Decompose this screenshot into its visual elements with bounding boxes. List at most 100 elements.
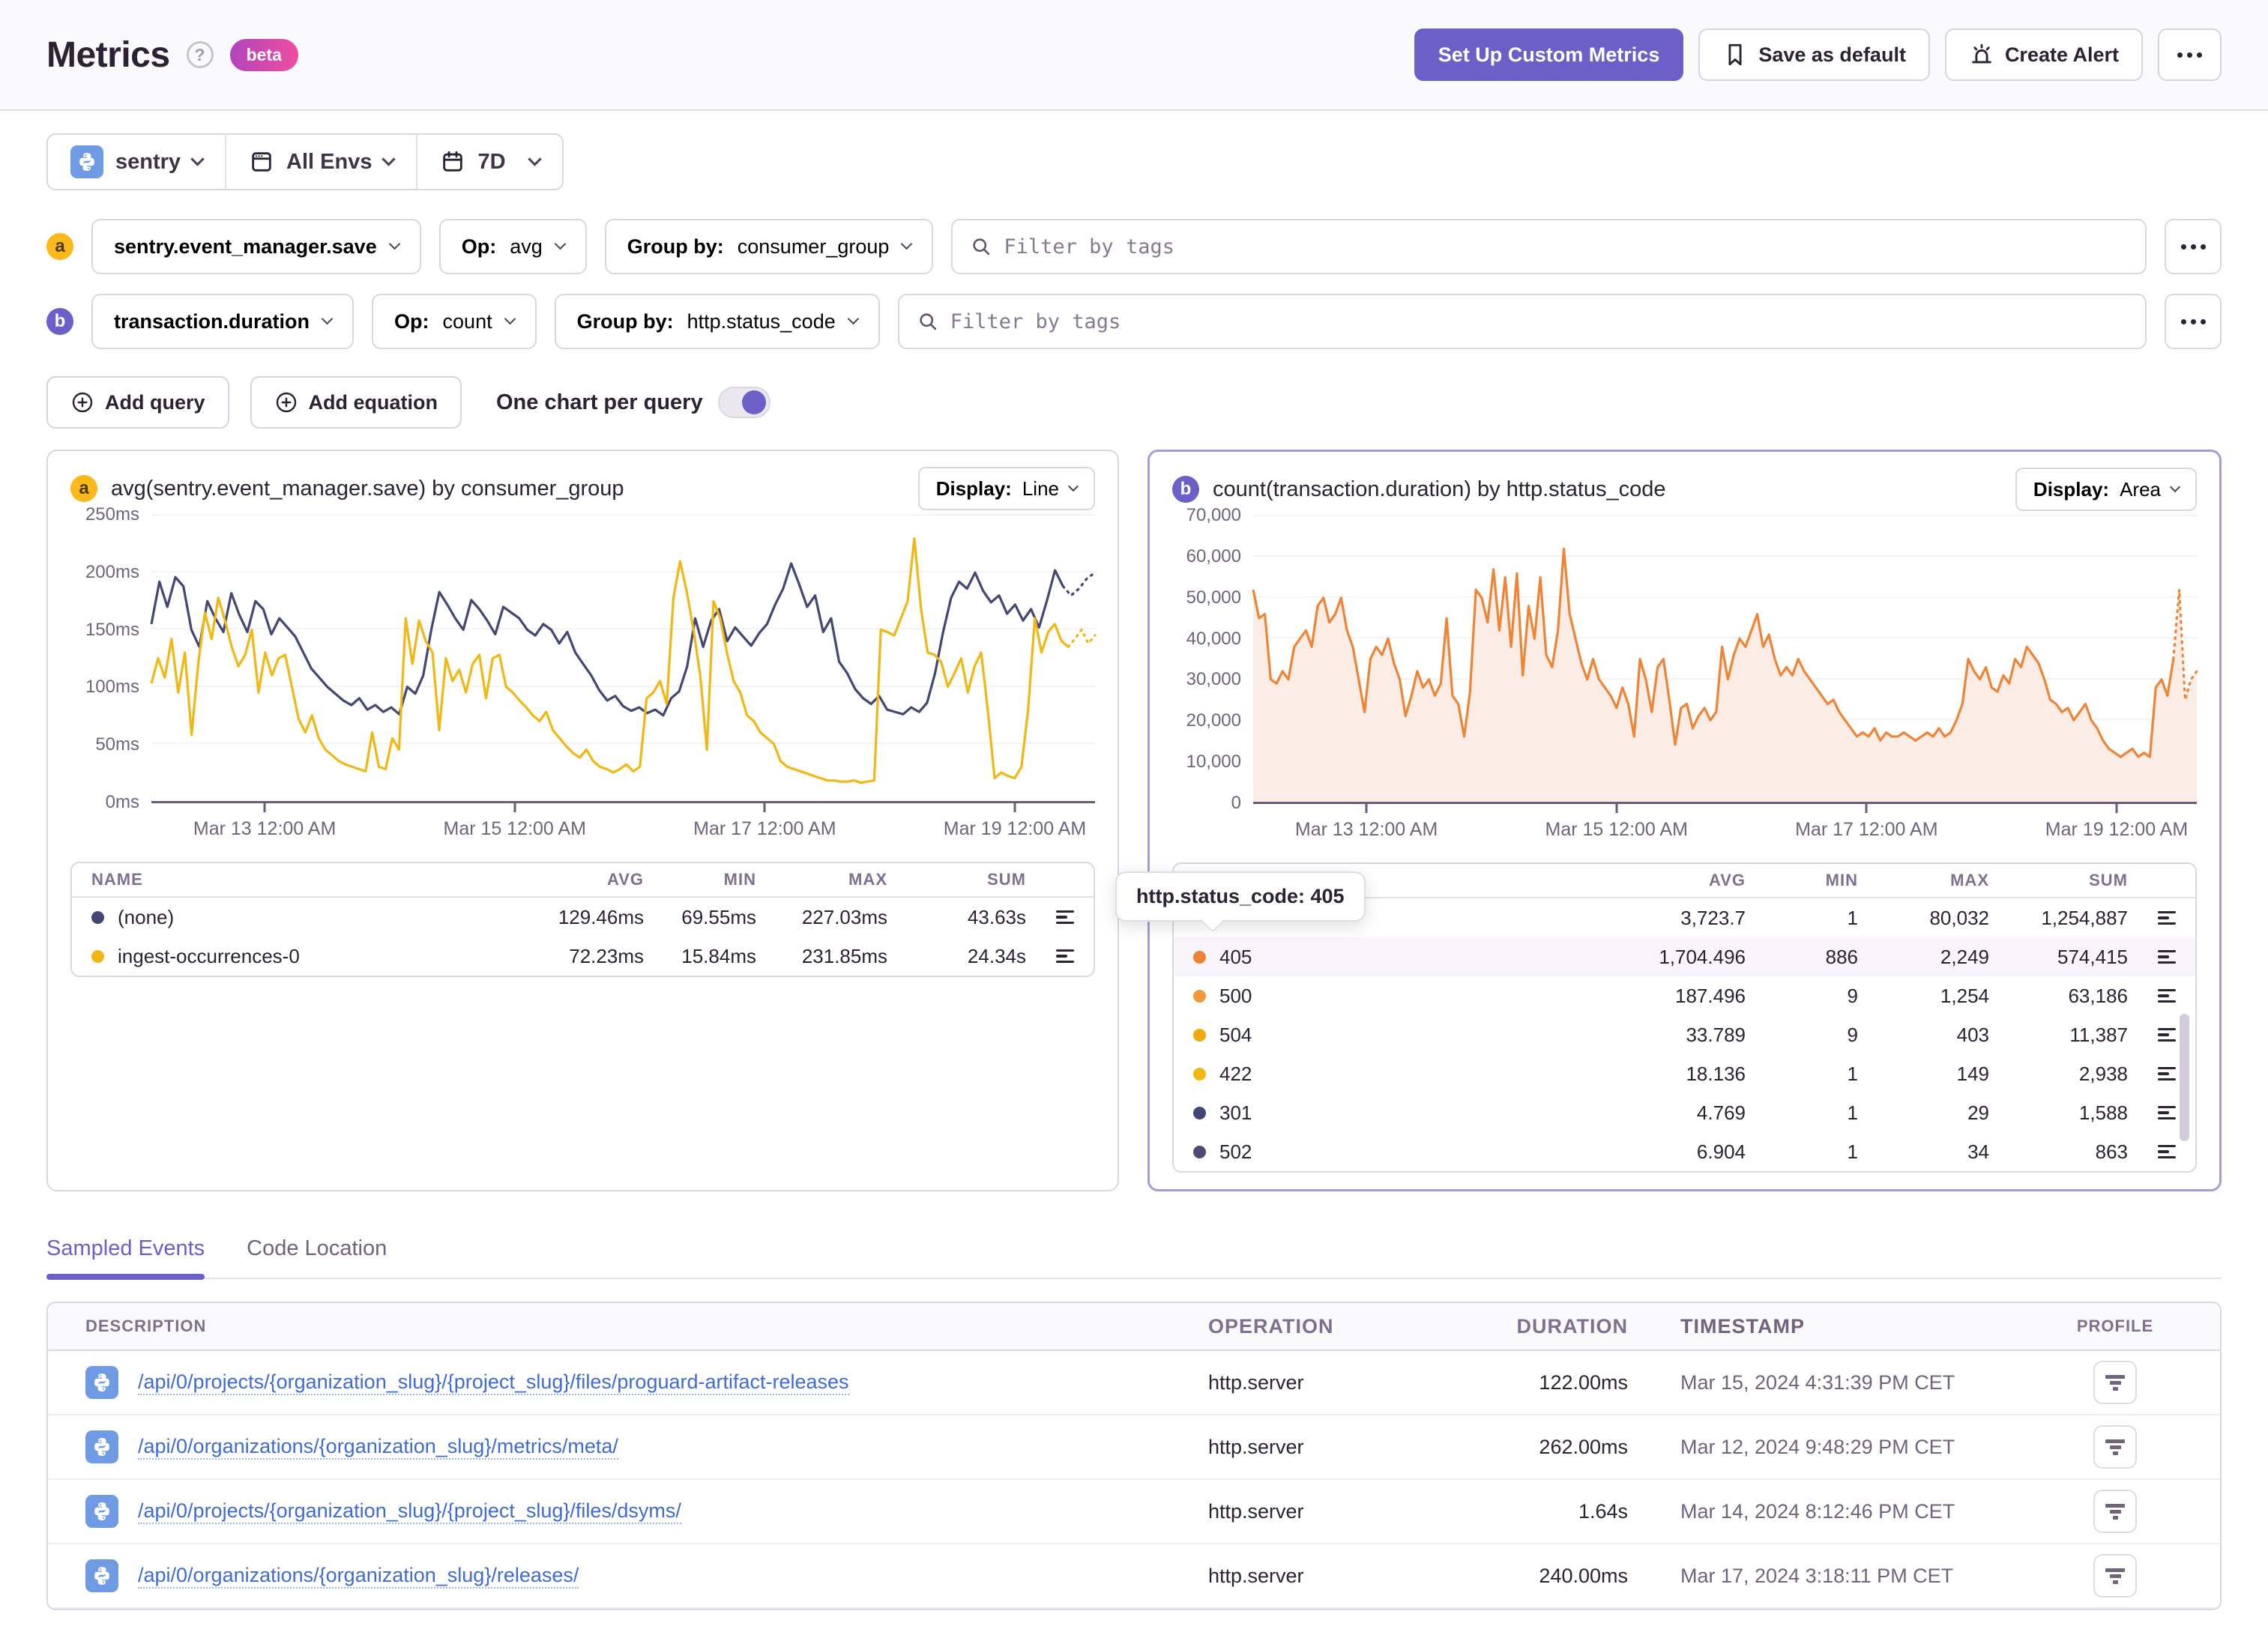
- one-chart-per-query-label: One chart per query: [496, 390, 703, 414]
- tab-code-location[interactable]: Code Location: [247, 1236, 387, 1260]
- display-select-b[interactable]: Display: Area: [2015, 468, 2197, 511]
- python-project-icon: [85, 1430, 118, 1463]
- groupby-select-a[interactable]: Group by: consumer_group: [604, 219, 934, 274]
- query-more-button-a[interactable]: [2165, 219, 2222, 274]
- event-description-link[interactable]: /api/0/projects/{organization_slug}/{pro…: [138, 1370, 849, 1395]
- event-timestamp: Mar 15, 2024 4:31:39 PM CET: [1680, 1370, 1955, 1394]
- table-scrollbar-thumb[interactable]: [2180, 1014, 2189, 1141]
- series-row[interactable]: (none) 129.46ms 69.55ms 227.03ms 43.63s: [72, 898, 1094, 937]
- tag-filter-input-b[interactable]: [950, 309, 2127, 333]
- project-selector[interactable]: sentry: [48, 135, 225, 189]
- flamegraph-icon: [2105, 1439, 2125, 1443]
- bookmark-icon: [1728, 43, 1742, 66]
- event-description-link[interactable]: /api/0/organizations/{organization_slug}…: [138, 1435, 618, 1460]
- series-row[interactable]: ingest-occurrences-0 72.23ms 15.84ms 231…: [72, 937, 1094, 976]
- series-color-dot: [1193, 950, 1206, 964]
- series-color-dot: [1193, 1106, 1206, 1119]
- event-description-link[interactable]: /api/0/organizations/{organization_slug}…: [138, 1564, 579, 1589]
- row-menu-icon[interactable]: [2158, 1027, 2176, 1042]
- flamegraph-icon: [2105, 1503, 2125, 1508]
- chart-badge-a: a: [70, 475, 97, 502]
- flamegraph-icon: [2105, 1374, 2125, 1379]
- chevron-down-icon: [388, 238, 400, 250]
- row-menu-icon[interactable]: [1056, 910, 1074, 925]
- op-select-b[interactable]: Op: count: [372, 294, 537, 349]
- chevron-down-icon: [554, 238, 567, 250]
- header-more-button[interactable]: [2158, 28, 2222, 81]
- siren-icon: [1972, 43, 1991, 64]
- add-query-button[interactable]: Add query: [46, 376, 229, 429]
- create-alert-button[interactable]: Create Alert: [1944, 28, 2143, 81]
- chevron-down-icon: [2169, 481, 2181, 492]
- save-as-default-button[interactable]: Save as default: [1698, 28, 1930, 81]
- help-icon[interactable]: ?: [186, 41, 214, 68]
- event-timestamp: Mar 14, 2024 8:12:46 PM CET: [1680, 1499, 1955, 1523]
- series-name: 422: [1219, 1062, 1252, 1085]
- op-select-a[interactable]: Op: avg: [438, 219, 587, 274]
- row-menu-icon[interactable]: [2158, 1066, 2176, 1081]
- event-operation: http.server: [1208, 1499, 1304, 1523]
- row-menu-icon[interactable]: [2158, 1144, 2176, 1159]
- profile-button[interactable]: [2093, 1490, 2137, 1533]
- query-more-button-b[interactable]: [2165, 294, 2222, 349]
- metric-select-b[interactable]: transaction.duration: [91, 294, 355, 349]
- row-menu-icon[interactable]: [2158, 949, 2176, 964]
- row-menu-icon[interactable]: [2158, 910, 2176, 925]
- chevron-down-icon: [901, 238, 913, 250]
- event-duration: 262.00ms: [1539, 1435, 1628, 1458]
- series-row[interactable]: 301 4.769 1 29 1,588: [1174, 1093, 2195, 1132]
- profile-button[interactable]: [2093, 1554, 2137, 1598]
- tag-filter-input-a[interactable]: [1004, 235, 2127, 259]
- line-chart-a[interactable]: 0ms 50ms 100ms 150ms 200ms 250ms: [70, 504, 1095, 812]
- series-row[interactable]: 502 6.904 1 34 863: [1174, 1132, 2195, 1171]
- event-row: /api/0/organizations/{organization_slug}…: [48, 1544, 2220, 1609]
- metric-select-a[interactable]: sentry.event_manager.save: [91, 219, 421, 274]
- series-name: 405: [1219, 945, 1252, 968]
- row-menu-icon[interactable]: [1056, 949, 1074, 964]
- series-color-dot: [1193, 989, 1206, 1003]
- event-operation: http.server: [1208, 1435, 1304, 1458]
- date-range-selector[interactable]: 7D: [416, 135, 561, 189]
- series-row[interactable]: 3,723.7 1 80,032 1,254,887: [1174, 898, 2195, 937]
- beta-badge: beta: [229, 38, 298, 71]
- calendar-icon: [443, 151, 463, 172]
- event-row: /api/0/projects/{organization_slug}/{pro…: [48, 1351, 2220, 1415]
- search-icon: [920, 313, 936, 330]
- series-row[interactable]: 504 33.789 9 403 11,387: [1174, 1015, 2195, 1054]
- chart-title-b: count(transaction.duration) by http.stat…: [1213, 477, 1666, 501]
- window-icon: [252, 152, 271, 172]
- series-name: ingest-occurrences-0: [118, 944, 300, 967]
- display-select-a[interactable]: Display: Line: [917, 467, 1095, 510]
- profile-button[interactable]: [2093, 1425, 2137, 1469]
- groupby-select-b[interactable]: Group by: http.status_code: [554, 294, 880, 349]
- search-icon: [973, 238, 990, 256]
- ellipsis-icon: [2180, 244, 2206, 250]
- series-row[interactable]: 500 187.496 9 1,254 63,186: [1174, 976, 2195, 1015]
- ellipsis-icon: [2180, 318, 2206, 324]
- event-duration: 240.00ms: [1539, 1564, 1628, 1587]
- setup-custom-metrics-button[interactable]: Set Up Custom Metrics: [1414, 28, 1684, 81]
- event-timestamp: Mar 17, 2024 3:18:11 PM CET: [1680, 1564, 1954, 1587]
- query-row-a: a sentry.event_manager.save Op: avg Group…: [46, 219, 2222, 274]
- python-project-icon: [85, 1366, 118, 1399]
- python-project-icon: [85, 1559, 118, 1592]
- detail-tabs: Sampled Events Code Location: [46, 1236, 2222, 1280]
- summary-table-b: NAME AVG MIN MAX SUM 3,723.7 1 80,032: [1172, 862, 2197, 1173]
- status-code-tooltip: http.status_code: 405: [1115, 871, 1366, 922]
- add-equation-button[interactable]: Add equation: [250, 376, 462, 429]
- series-row[interactable]: 422 18.136 1 149 2,938: [1174, 1054, 2195, 1093]
- environment-selector[interactable]: All Envs: [225, 135, 416, 189]
- project-name: sentry: [115, 149, 181, 174]
- circled-plus-icon: [276, 392, 296, 413]
- one-chart-per-query-toggle[interactable]: [717, 387, 770, 418]
- ellipsis-icon: [2177, 52, 2202, 58]
- row-menu-icon[interactable]: [2158, 1105, 2176, 1120]
- profile-button[interactable]: [2093, 1361, 2137, 1404]
- tab-sampled-events[interactable]: Sampled Events: [46, 1236, 205, 1280]
- chevron-down-icon: [190, 152, 205, 166]
- row-menu-icon[interactable]: [2158, 988, 2176, 1003]
- area-chart-b[interactable]: 0 10,000 20,000 30,000 40,000 50,000 60,000 70,…: [1172, 505, 2197, 813]
- event-description-link[interactable]: /api/0/projects/{organization_slug}/{pro…: [138, 1499, 681, 1524]
- event-operation: http.server: [1208, 1564, 1304, 1587]
- series-row[interactable]: 405 1,704.496 886 2,249 574,415: [1174, 937, 2195, 976]
